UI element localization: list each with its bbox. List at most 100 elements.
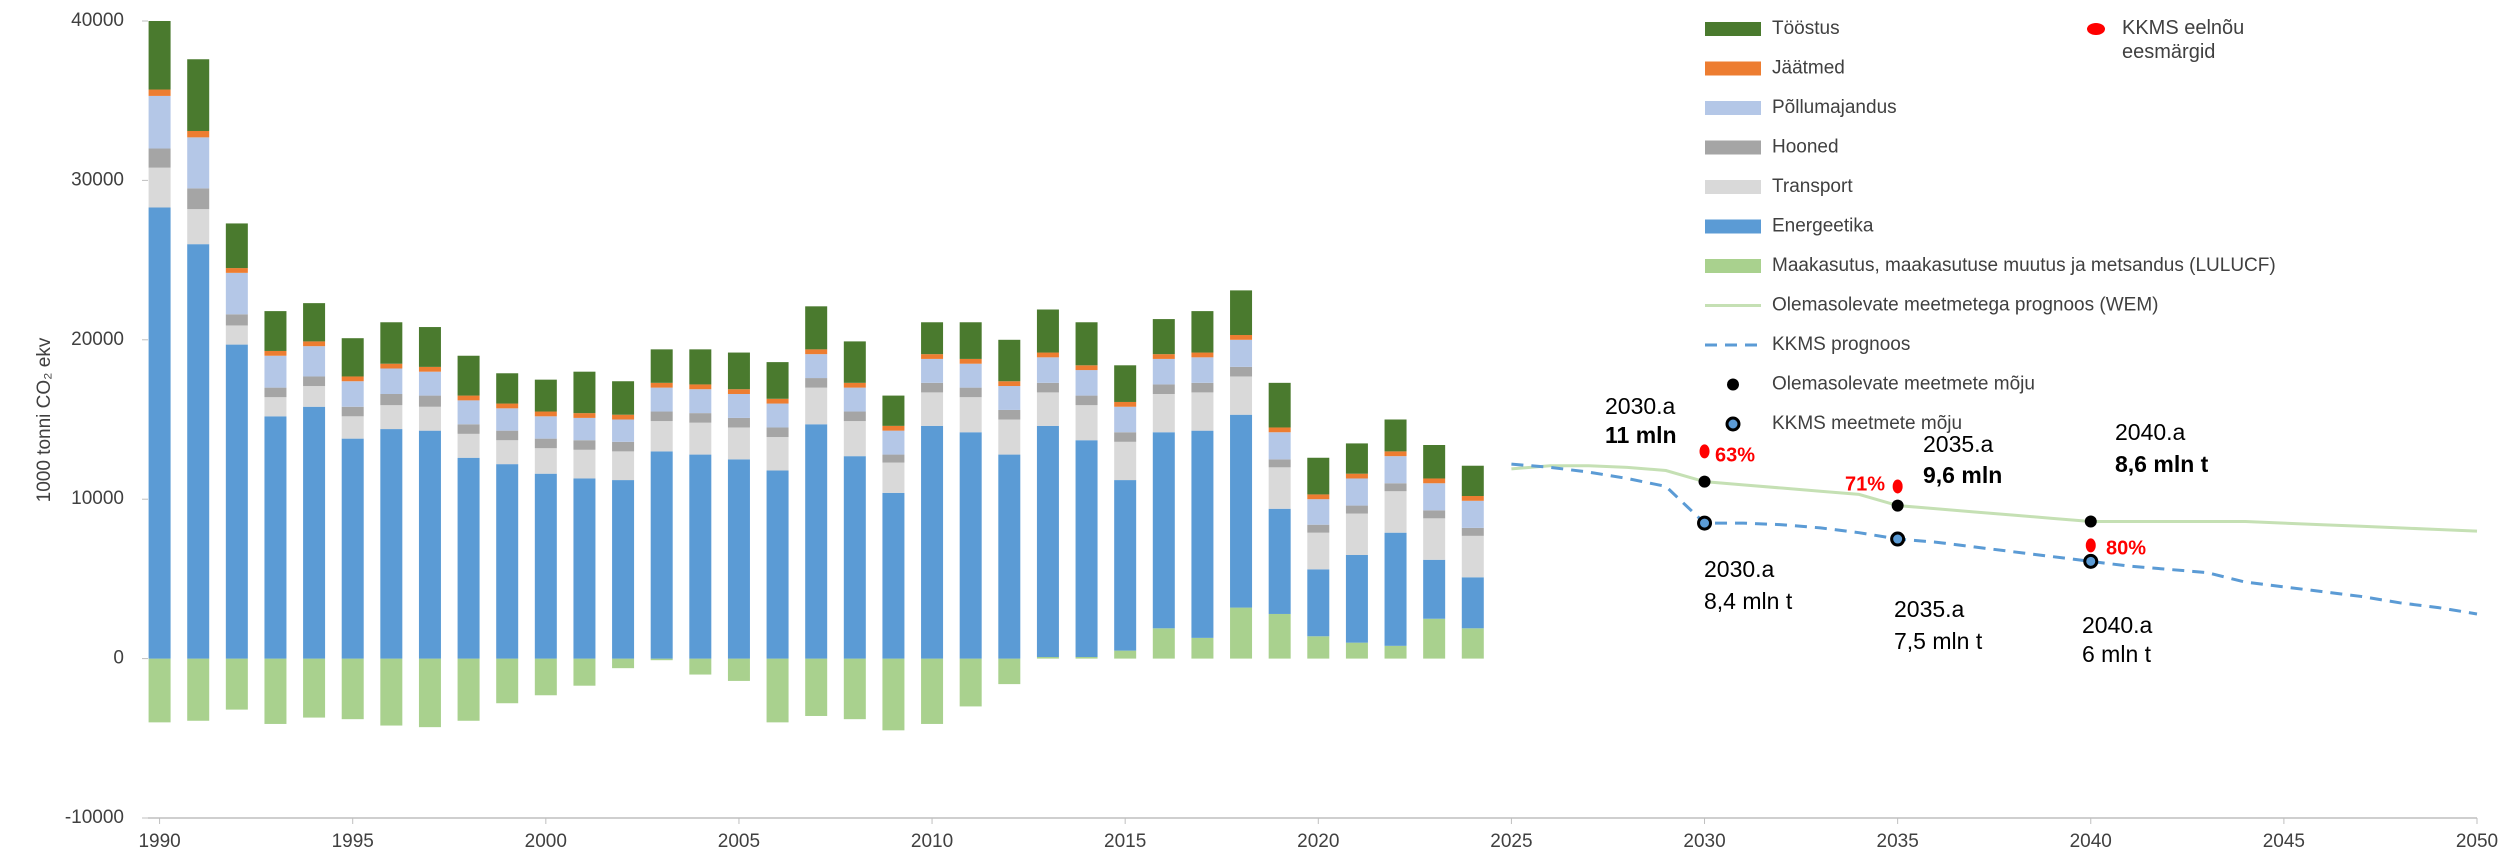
- bar: [380, 429, 403, 659]
- bar: [148, 207, 171, 659]
- bar: [573, 449, 596, 479]
- bar: [1075, 657, 1098, 659]
- bar: [843, 456, 866, 659]
- annotation: 7,5 mln t: [1894, 628, 1983, 654]
- bar: [187, 244, 210, 659]
- bar: [496, 373, 519, 404]
- bar: [1191, 352, 1214, 358]
- point: [1891, 499, 1904, 512]
- bar: [805, 354, 828, 379]
- bar: [805, 349, 828, 355]
- bar: [1461, 628, 1484, 659]
- bar: [225, 223, 248, 269]
- bar: [1268, 427, 1291, 433]
- legend-marker: [1705, 101, 1761, 115]
- bar: [341, 438, 364, 659]
- bar: [650, 658, 673, 661]
- legend-label: Maakasutus, maakasutuse muutus ja metsan…: [1772, 255, 2276, 276]
- bar: [1230, 335, 1253, 340]
- bar: [727, 393, 750, 418]
- bar: [1191, 430, 1214, 638]
- bar: [1152, 393, 1175, 433]
- bar: [882, 658, 905, 731]
- bar: [1268, 508, 1291, 614]
- legend-marker: [1705, 22, 1761, 36]
- bar: [1191, 311, 1214, 353]
- legend-marker: [2087, 23, 2105, 35]
- legend-label: Hooned: [1772, 137, 1839, 158]
- x-tick-label: 2025: [1490, 831, 1532, 852]
- bar: [959, 363, 982, 388]
- point: [1892, 479, 1903, 494]
- x-tick-label: 2015: [1104, 831, 1146, 852]
- point: [2083, 553, 2099, 569]
- bar: [1423, 478, 1446, 484]
- bar: [843, 411, 866, 422]
- bar: [612, 441, 635, 452]
- bar: [1423, 483, 1446, 511]
- y-tick-label: 20000: [71, 329, 124, 350]
- bar: [1191, 382, 1214, 393]
- bar: [766, 658, 789, 723]
- bar: [1230, 376, 1253, 415]
- annotation: 6 mln t: [2082, 641, 2152, 667]
- bar: [148, 167, 171, 208]
- bar: [1230, 290, 1253, 336]
- bar: [380, 363, 403, 369]
- bar: [1152, 358, 1175, 385]
- bar: [1384, 483, 1407, 492]
- bar: [998, 409, 1021, 420]
- bar: [418, 406, 441, 431]
- bar: [1461, 577, 1484, 629]
- bar: [650, 411, 673, 422]
- bar: [689, 349, 712, 385]
- bar: [766, 362, 789, 399]
- bar: [496, 658, 519, 704]
- bar: [457, 400, 480, 425]
- bar: [148, 148, 171, 168]
- bar: [303, 406, 326, 659]
- bar: [689, 384, 712, 390]
- bar: [650, 382, 673, 388]
- x-tick-label: 2000: [525, 831, 567, 852]
- legend-label: Põllumajandus: [1772, 97, 1897, 118]
- bar: [380, 393, 403, 406]
- bar: [1384, 456, 1407, 484]
- bar: [148, 89, 171, 96]
- bar: [843, 658, 866, 720]
- bar: [1152, 319, 1175, 355]
- bar: [998, 419, 1021, 455]
- bar: [998, 454, 1021, 659]
- bar: [612, 480, 635, 659]
- bar: [1114, 650, 1137, 659]
- bar: [766, 398, 789, 404]
- bar: [1307, 569, 1330, 637]
- point: [1698, 475, 1711, 488]
- bar: [1423, 445, 1446, 479]
- annotation: 11 mln: [1605, 422, 1677, 448]
- bar: [380, 658, 403, 726]
- bar: [1075, 370, 1098, 396]
- bar: [1268, 467, 1291, 509]
- legend-marker: [1705, 140, 1761, 155]
- bar: [882, 462, 905, 493]
- bar: [341, 416, 364, 439]
- bar: [303, 341, 326, 347]
- legend-marker: [1705, 259, 1761, 273]
- bar: [689, 454, 712, 659]
- legend-label: Energeetika: [1772, 216, 1874, 237]
- bar: [380, 368, 403, 394]
- bar: [573, 413, 596, 418]
- bar: [573, 478, 596, 659]
- bar: [959, 432, 982, 659]
- bar: [921, 358, 944, 383]
- bar: [1384, 645, 1407, 659]
- bar: [457, 424, 480, 434]
- bar: [959, 387, 982, 398]
- bar: [496, 464, 519, 659]
- bar: [727, 352, 750, 390]
- bar: [1036, 425, 1059, 658]
- y-tick-label: 40000: [71, 10, 124, 31]
- bar: [1036, 392, 1059, 426]
